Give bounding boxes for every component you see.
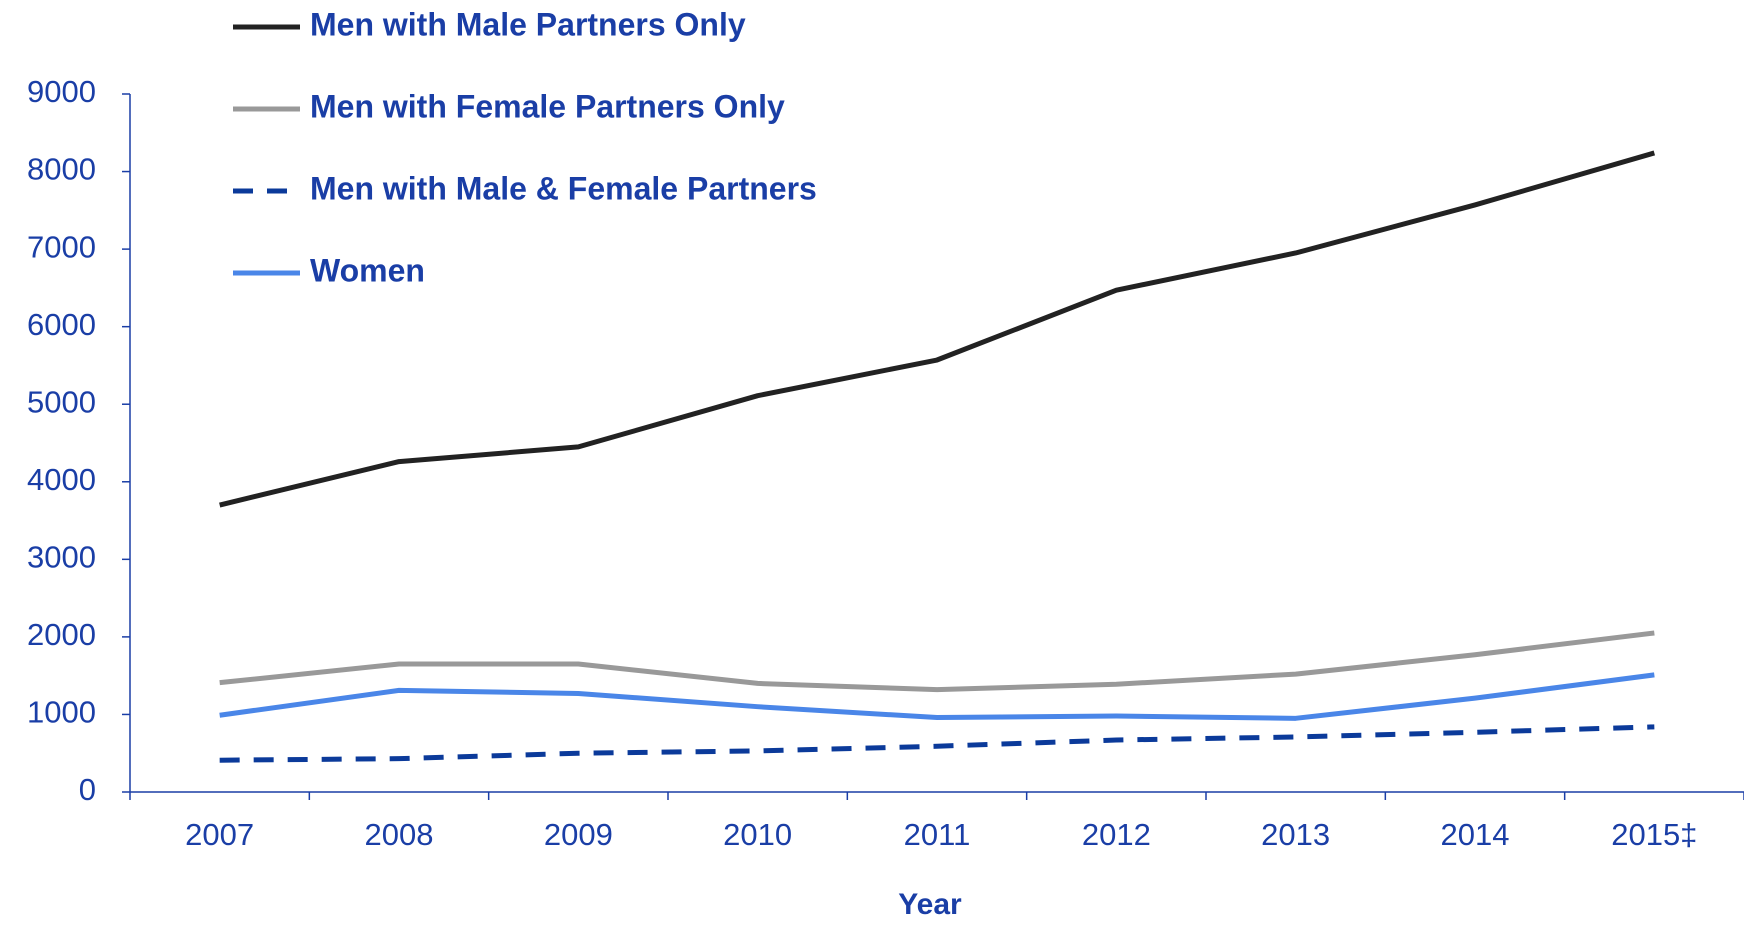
y-tick-label: 6000 (27, 307, 96, 342)
x-axis-label: Year (898, 888, 962, 921)
x-tick-label: 2013 (1261, 817, 1330, 852)
y-tick-label: 9000 (27, 74, 96, 109)
series-line (219, 630, 1655, 693)
y-tick-label: 7000 (27, 229, 96, 264)
x-tick-label: 2015‡ (1611, 817, 1697, 852)
series-line (219, 672, 1655, 721)
series-line (219, 150, 1656, 508)
legend-label: Women (310, 252, 425, 288)
y-tick-label: 8000 (27, 152, 96, 187)
y-tick-label: 3000 (27, 540, 96, 575)
x-tick-label: 2008 (365, 817, 434, 852)
legend-label: Men with Female Partners Only (310, 88, 785, 124)
legend-label: Men with Male Partners Only (310, 6, 746, 42)
y-tick-label: 4000 (27, 462, 96, 497)
x-tick-label: 2014 (1441, 817, 1510, 852)
series-line (219, 724, 1655, 763)
y-tick-label: 1000 (27, 695, 96, 730)
x-tick-label: 2011 (904, 817, 971, 852)
x-tick-label: 2012 (1082, 817, 1151, 852)
y-tick-label: 2000 (27, 617, 96, 652)
legend-label: Men with Male & Female Partners (310, 170, 817, 206)
y-tick-label: 0 (79, 772, 96, 807)
x-tick-label: 2010 (723, 817, 792, 852)
y-tick-label: 5000 (27, 384, 96, 419)
x-tick-label: 2009 (544, 817, 613, 852)
x-tick-label: 2007 (185, 817, 254, 852)
